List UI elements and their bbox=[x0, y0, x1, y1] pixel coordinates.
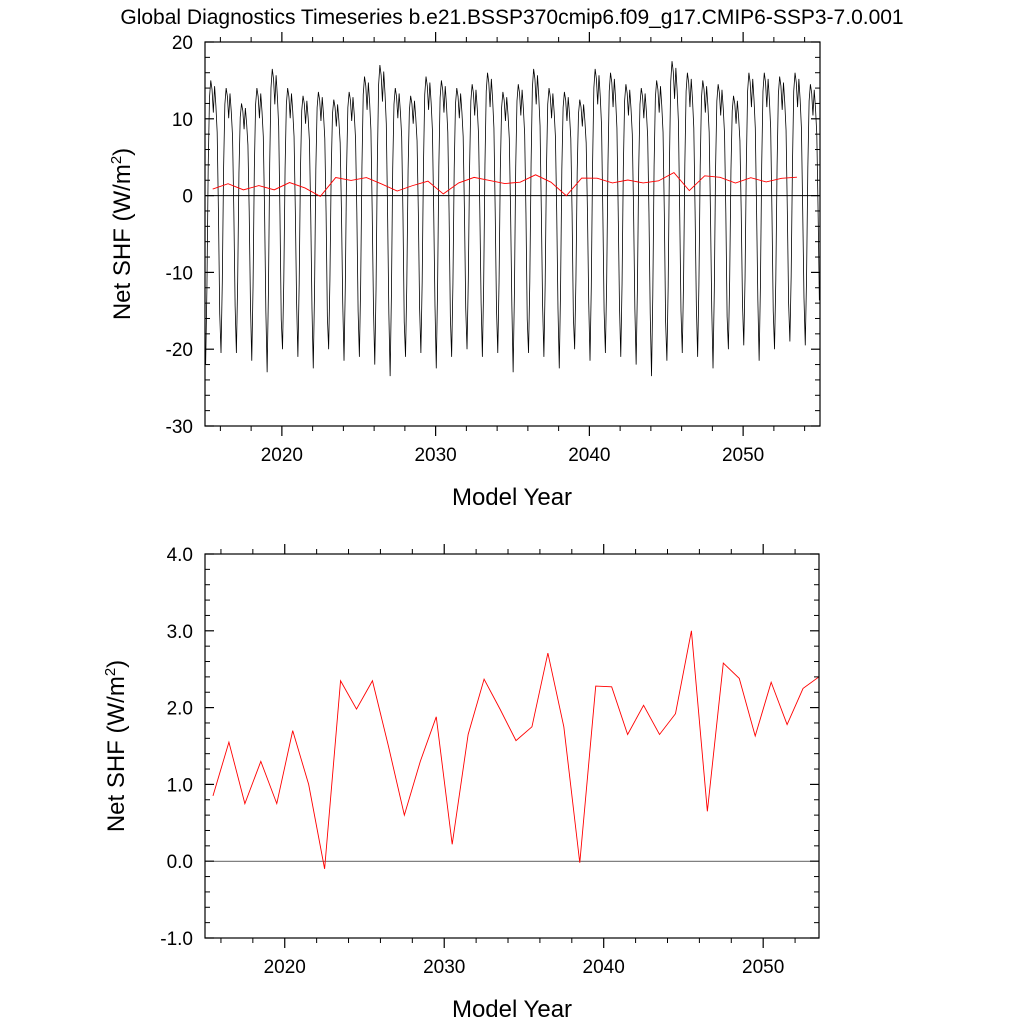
bottom-y-tick-label: 0.0 bbox=[167, 852, 193, 873]
bottom-annual-series-line bbox=[212, 630, 819, 869]
bottom-panel: 4.0 3.0 2.0 1.0 0.0 -1.0 2020 2030 2040 2050 Mode… bbox=[102, 544, 820, 1023]
top-annual-series-line bbox=[212, 171, 797, 197]
bottom-x-tick-label: 2020 bbox=[264, 957, 306, 978]
top-y-axis-label-sup: 2 bbox=[108, 156, 125, 164]
bottom-x-tick-label: 2040 bbox=[583, 957, 625, 978]
bottom-y-axis-label-close: ) bbox=[103, 660, 130, 668]
top-y-tick-label: 20 bbox=[172, 33, 193, 54]
top-x-axis-label: Model Year bbox=[452, 484, 572, 511]
top-y-tick-label: -30 bbox=[166, 417, 193, 438]
top-y-axis-label-text: Net SHF (W/m bbox=[109, 164, 136, 320]
top-y-tick-label: -20 bbox=[166, 340, 193, 361]
bottom-y-axis-label-sup: 2 bbox=[102, 668, 119, 676]
top-y-axis-label-close: ) bbox=[109, 148, 136, 156]
top-monthly-series-line bbox=[205, 61, 820, 377]
top-y-tick-label: 0 bbox=[182, 187, 193, 208]
top-x-tick-label: 2050 bbox=[722, 445, 764, 466]
bottom-y-axis-label: Net SHF (W/m2) bbox=[102, 660, 130, 832]
top-y-axis-label: Net SHF (W/m2) bbox=[108, 148, 136, 320]
bottom-y-tick-label: 3.0 bbox=[167, 622, 193, 643]
top-x-tick-label: 2020 bbox=[261, 445, 303, 466]
top-y-tick-label: -10 bbox=[166, 263, 193, 284]
bottom-y-axis-label-text: Net SHF (W/m bbox=[103, 676, 130, 832]
top-panel: 20 10 0 -10 -20 -30 2020 2030 2040 2050 Model Yea… bbox=[108, 32, 821, 511]
bottom-y-tick-label: 2.0 bbox=[167, 699, 193, 720]
bottom-y-tick-label: 4.0 bbox=[167, 545, 193, 566]
top-x-tick-label: 2030 bbox=[414, 445, 456, 466]
bottom-x-tick-label: 2030 bbox=[423, 957, 465, 978]
bottom-x-axis-label: Model Year bbox=[452, 996, 572, 1023]
bottom-x-tick-label: 2050 bbox=[742, 957, 784, 978]
top-plot-frame bbox=[204, 41, 821, 427]
chart-title: Global Diagnostics Timeseries b.e21.BSSP… bbox=[120, 6, 903, 29]
bottom-y-tick-label: -1.0 bbox=[160, 929, 193, 950]
bottom-y-tick-label: 1.0 bbox=[167, 775, 193, 796]
top-x-tick-label: 2040 bbox=[568, 445, 610, 466]
top-y-tick-label: 10 bbox=[172, 110, 193, 131]
bottom-plot-frame bbox=[204, 553, 820, 939]
